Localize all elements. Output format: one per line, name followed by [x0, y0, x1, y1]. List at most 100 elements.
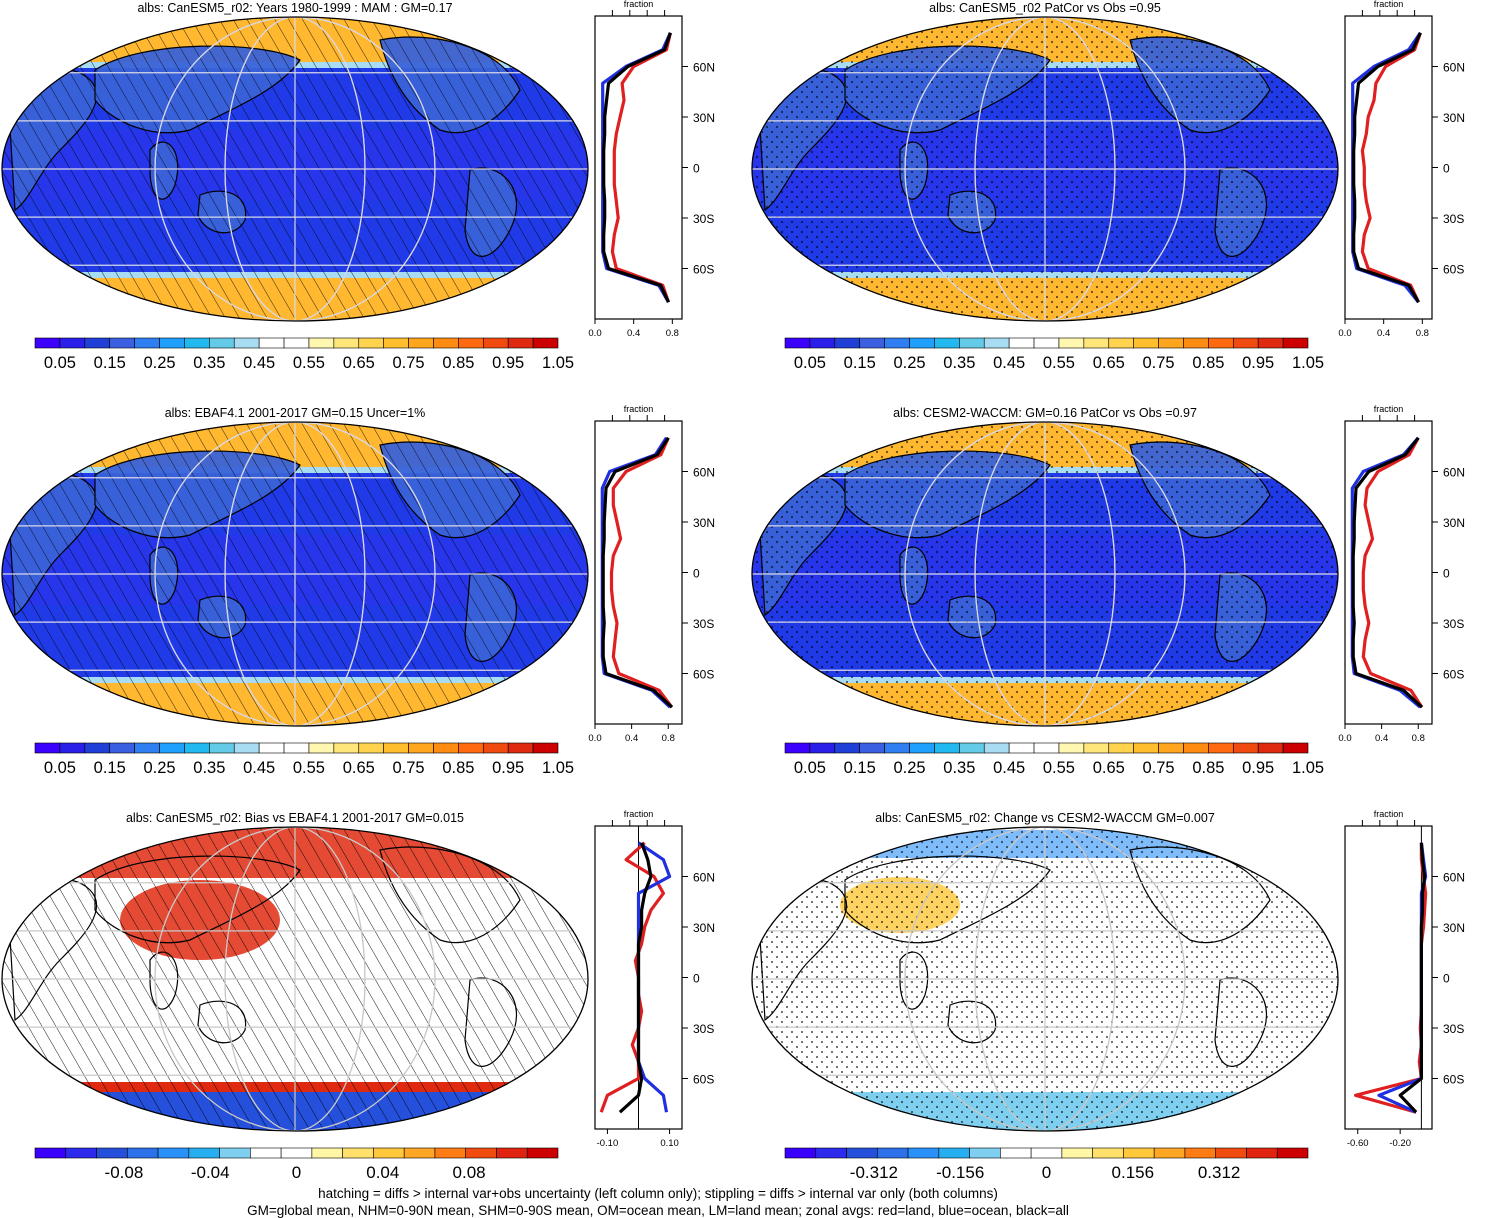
colorbar-box: [458, 337, 484, 349]
colorbar-label: 0.156: [1112, 1163, 1155, 1182]
colorbar-label: 0.15: [94, 759, 126, 777]
zonal-plot: fraction 60N 30N 0 30S 60S 0.0 0.4 0.8: [1338, 404, 1465, 744]
colorbar-label: -0.04: [191, 1163, 230, 1182]
colorbar-label: 0.45: [243, 759, 275, 777]
panel-6: albs: CanESM5_r02: Change vs CESM2-WACCM…: [751, 809, 1465, 1182]
colorbar-box: [784, 1147, 817, 1159]
meridian: [904, 17, 1186, 321]
colorbar-label: 0.65: [343, 759, 375, 777]
colorbar-label: 0.25: [893, 759, 925, 777]
map-field: [2, 17, 588, 321]
colorbar-label: 0.65: [1093, 354, 1125, 372]
colorbar-box: [383, 337, 409, 349]
colorbar-box: [84, 337, 111, 349]
colorbar-box: [1282, 742, 1309, 754]
meridian: [154, 827, 436, 1131]
colorbar-label: 0.65: [343, 354, 375, 372]
colorbar-label: 0.85: [442, 354, 474, 372]
colorbar-box: [1030, 1147, 1063, 1159]
colorbar-box: [59, 742, 86, 754]
meridian: [224, 422, 366, 726]
colorbar-box: [815, 1147, 847, 1159]
colorbar-box: [482, 337, 509, 349]
colorbar-box: [1215, 1147, 1247, 1159]
colorbar-box: [1083, 337, 1110, 349]
colorbar-label: 0.55: [293, 759, 325, 777]
panel-1: albs: CanESM5_r02: Years 1980-1999 : MAM…: [1, 0, 715, 372]
all-zonal-line: [618, 842, 653, 1114]
colorbar-label: -0.156: [936, 1163, 984, 1182]
map: [1, 421, 589, 727]
colorbar-box: [109, 337, 135, 349]
colorbar-box: [373, 1147, 405, 1159]
zonal-y-label: 60S: [693, 668, 714, 682]
zonal-x-label: 0.0: [588, 328, 601, 339]
zonal-y-label: 30N: [1443, 111, 1465, 125]
zonal-x-label: -0.10: [597, 1138, 619, 1149]
colorbar-label: -0.08: [105, 1163, 144, 1182]
colorbar-label: 0.85: [1192, 354, 1224, 372]
colorbar-box: [983, 337, 1010, 349]
meridian: [974, 17, 1116, 321]
panel-title: albs: CanESM5_r02: Years 1980-1999 : MAM…: [137, 1, 452, 15]
colorbar-box: [308, 742, 335, 754]
colorbar-label: 0.15: [94, 354, 126, 372]
colorbar-label: 0.08: [453, 1163, 486, 1182]
colorbar: 0.05 0.15 0.25 0.35 0.45 0.55 0.65 0.75 0.85 0.95…: [784, 337, 1324, 372]
zonal-frame: [1344, 825, 1433, 1130]
panel-3: albs: EBAF4.1 2001-2017 GM=0.15 Uncer=1%…: [1, 404, 715, 777]
colorbar-box: [1033, 337, 1060, 349]
colorbar-box: [859, 337, 885, 349]
zonal-y-label: 30S: [693, 1022, 714, 1036]
colorbar-box: [1183, 742, 1209, 754]
meridian: [224, 827, 366, 1131]
zonal-y-label: 60S: [693, 1073, 714, 1087]
colorbar-label: 0.75: [393, 354, 425, 372]
colorbar-label: 0.45: [993, 759, 1025, 777]
map: [1, 16, 589, 322]
colorbar-box: [1133, 337, 1159, 349]
colorbar-box: [280, 1147, 313, 1159]
zonal-y-label: 0: [1443, 567, 1450, 581]
panel-2: albs: CanESM5_r02 PatCor vs Obs =0.95 0.0…: [751, 0, 1465, 372]
colorbar-box: [1058, 742, 1085, 754]
colorbar-box: [233, 742, 260, 754]
panel-title: albs: CanESM5_r02: Change vs CESM2-WACCM…: [875, 811, 1215, 825]
map-field: [752, 827, 1338, 1131]
zonal-plot: fraction 60N 30N 0 30S 60S 0.0 0.4 0.8: [588, 0, 715, 339]
colorbar-box: [209, 742, 235, 754]
all-zonal-line: [1352, 32, 1422, 303]
colorbar-label: 0.45: [993, 354, 1025, 372]
land-zonal-line: [609, 437, 674, 709]
colorbar-box: [134, 742, 160, 754]
zonal-y-label: 60N: [1443, 466, 1465, 480]
colorbar-box: [482, 742, 509, 754]
footer-line-2: GM=global mean, NHM=0-90N mean, SHM=0-90…: [247, 1203, 1069, 1218]
map-field: [752, 17, 1338, 321]
colorbar-box: [969, 1147, 1001, 1159]
zonal-x-label: 0.0: [588, 733, 601, 744]
colorbar-box: [333, 337, 360, 349]
zonal-plot: fraction 60N 30N 0 30S 60S 0.0 0.4 0.8: [1338, 0, 1465, 339]
colorbar-box: [909, 337, 935, 349]
colorbar-label: 0.04: [366, 1163, 399, 1182]
colorbar-box: [159, 742, 185, 754]
colorbar-box: [1232, 337, 1259, 349]
colorbar-label: 0.05: [794, 354, 826, 372]
colorbar-box: [859, 742, 885, 754]
colorbar-box: [907, 1147, 940, 1159]
colorbar-box: [1008, 742, 1035, 754]
colorbar-label: 0.65: [1093, 759, 1125, 777]
colorbar: -0.08 -0.04 0 0.04 0.08: [34, 1147, 559, 1182]
meridian: [904, 422, 1186, 726]
colorbar-box: [1246, 1147, 1278, 1159]
colorbar-box: [1108, 337, 1134, 349]
colorbar-box: [1008, 337, 1035, 349]
zonal-y-label: 30N: [693, 921, 715, 935]
colorbar-label: 0.15: [844, 759, 876, 777]
zonal-x-label: 0.8: [662, 733, 675, 744]
zonal-title: fraction: [624, 404, 654, 414]
colorbar-box: [333, 742, 360, 754]
colorbar-label: 0.25: [143, 759, 175, 777]
colorbar-box: [109, 742, 135, 754]
